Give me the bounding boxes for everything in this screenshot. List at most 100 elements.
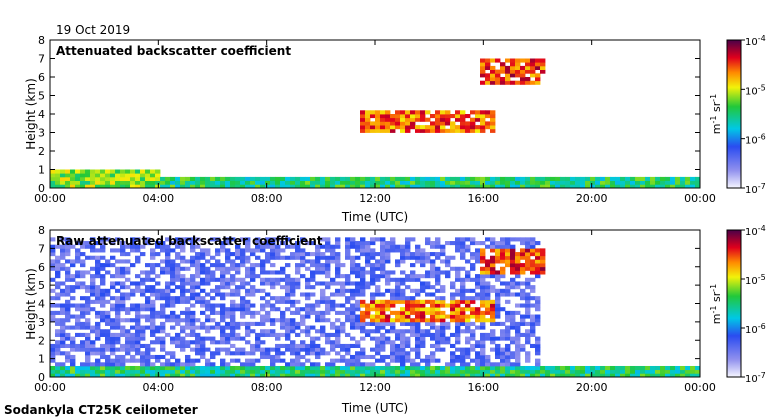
heatmap-cell [635, 373, 641, 378]
heatmap-cell [110, 321, 116, 326]
heatmap-cell [685, 369, 691, 374]
heatmap-cell [485, 73, 491, 78]
heatmap-cell [530, 176, 536, 181]
heatmap-cell [365, 110, 371, 115]
heatmap-cell [70, 343, 76, 349]
heatmap-cell [65, 365, 71, 371]
heatmap-cell [100, 343, 106, 349]
heatmap-cell [190, 288, 196, 293]
heatmap-cell [100, 184, 106, 189]
heatmap-cell [80, 274, 86, 279]
heatmap-cell [245, 321, 251, 326]
heatmap-cell [195, 281, 201, 286]
heatmap-cell [100, 329, 106, 334]
heatmap-cell [375, 285, 381, 290]
heatmap-cell [480, 340, 486, 345]
heatmap-cell [145, 184, 151, 189]
heatmap-cell [460, 110, 466, 115]
heatmap-cell [490, 373, 496, 378]
heatmap-cell [315, 252, 321, 257]
heatmap-cell [150, 299, 156, 304]
heatmap-cell [410, 110, 416, 115]
heatmap-cell [460, 292, 466, 297]
heatmap-cell [615, 184, 621, 189]
heatmap-cell [465, 336, 471, 341]
heatmap-cell [480, 277, 486, 282]
heatmap-cell [415, 373, 421, 378]
heatmap-cell [205, 266, 211, 271]
heatmap-cell [100, 310, 106, 315]
heatmap-cell [425, 358, 431, 363]
heatmap-cell [235, 292, 241, 297]
heatmap-cell [100, 365, 106, 371]
heatmap-cell [370, 307, 376, 312]
heatmap-cell [260, 244, 266, 249]
heatmap-cell [515, 336, 521, 341]
heatmap-cell [590, 373, 596, 378]
heatmap-cell [365, 332, 371, 337]
heatmap-cell [185, 259, 191, 264]
heatmap-cell [180, 343, 186, 349]
heatmap-cell [240, 365, 246, 371]
heatmap-cell [565, 369, 571, 374]
heatmap-cell [90, 237, 96, 242]
heatmap-cell [180, 325, 186, 330]
heatmap-cell [295, 369, 301, 374]
heatmap-cell [390, 299, 396, 304]
heatmap-cell [145, 277, 151, 282]
heatmap-cell [185, 266, 191, 271]
heatmap-cell [410, 277, 416, 282]
heatmap-cell [60, 310, 66, 315]
heatmap-cell [380, 237, 386, 242]
heatmap-cell [380, 292, 386, 297]
heatmap-cell [395, 299, 401, 304]
heatmap-cell [285, 325, 291, 330]
heatmap-cell [250, 288, 256, 293]
heatmap-cell [480, 288, 486, 293]
heatmap-cell [140, 336, 146, 341]
heatmap-cell [280, 270, 286, 275]
heatmap-cell [130, 281, 136, 286]
heatmap-cell [80, 340, 86, 345]
heatmap-cell [460, 176, 466, 181]
heatmap-cell [470, 241, 476, 246]
heatmap-cell [675, 180, 681, 185]
heatmap-cell [445, 184, 451, 189]
heatmap-cell [365, 121, 371, 126]
heatmap-cell [355, 176, 361, 181]
heatmap-cell [500, 351, 506, 356]
heatmap-cell [425, 292, 431, 297]
heatmap-cell [280, 184, 286, 189]
heatmap-cell [360, 318, 366, 323]
heatmap-cell [50, 266, 56, 271]
heatmap-cell [180, 365, 186, 371]
heatmap-cell [100, 281, 106, 286]
heatmap-cell [105, 299, 111, 304]
heatmap-cell [370, 128, 376, 133]
heatmap-cell [470, 321, 476, 326]
heatmap-cell [370, 318, 376, 323]
heatmap-cell [150, 329, 156, 334]
heatmap-cell [515, 292, 521, 297]
heatmap-cell [610, 365, 616, 371]
heatmap-cell [435, 307, 441, 312]
heatmap-cell [380, 358, 386, 363]
heatmap-cell [255, 244, 261, 249]
heatmap-cell [405, 321, 411, 326]
heatmap-cell [155, 244, 161, 249]
heatmap-cell [170, 248, 176, 253]
heatmap-cell [165, 281, 171, 286]
heatmap-cell [330, 248, 336, 253]
heatmap-cell [565, 180, 571, 185]
heatmap-cell [60, 184, 66, 189]
heatmap-cell [105, 321, 111, 326]
heatmap-cell [475, 373, 481, 378]
heatmap-cell [330, 358, 336, 363]
heatmap-cell [385, 281, 391, 286]
heatmap-cell [310, 252, 316, 257]
heatmap-cell [65, 336, 71, 341]
heatmap-cell [270, 329, 276, 334]
heatmap-cell [200, 266, 206, 271]
heatmap-cell [125, 358, 131, 363]
heatmap-cell [225, 336, 231, 341]
